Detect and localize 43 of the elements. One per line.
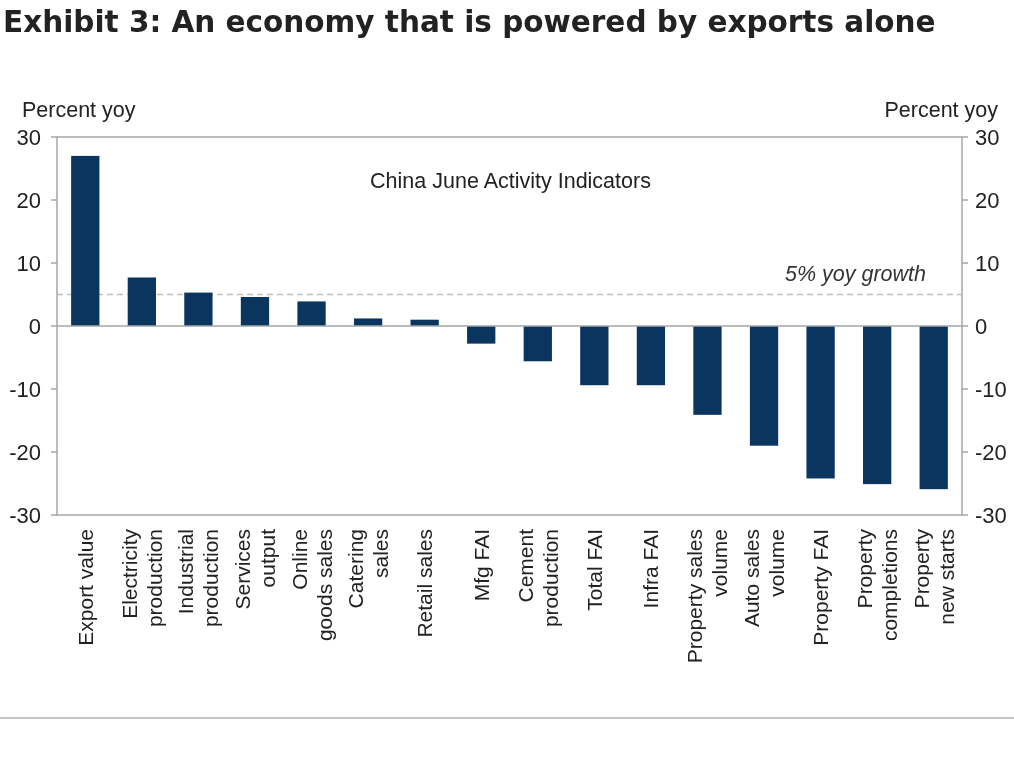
bar: [919, 326, 948, 490]
bar: [353, 318, 383, 326]
bar: [749, 326, 779, 446]
text: China June Activity Indicators: [370, 169, 651, 193]
y-tick-label: 30: [16, 124, 41, 150]
bar: [693, 326, 722, 415]
y-tick-label: -20: [9, 439, 41, 465]
bar: [636, 326, 666, 386]
bar: [467, 326, 496, 344]
y2-tick-label: 10: [975, 250, 1000, 276]
y-tick-label: -30: [9, 502, 41, 528]
bar: [127, 277, 156, 326]
bar: [863, 326, 892, 485]
bar: [523, 326, 552, 362]
bar: [806, 326, 835, 479]
x-tick-label: Retail sales: [413, 529, 437, 638]
y-axis-title: Percent yoy: [22, 98, 136, 122]
ref-line-label: 5% yoy growth: [784, 261, 926, 286]
y2-axis-title: Percent yoy: [884, 98, 999, 122]
y-tick-label: 0: [28, 313, 41, 339]
x-tick-label: Total FAI: [582, 529, 606, 611]
x-tick-label: Property sales volume: [683, 529, 732, 664]
chart-title: Exhibit 3: An economy that is powered by exports alone: [3, 5, 936, 39]
y-tick-label: 20: [16, 187, 41, 213]
y2-tick-label: 20: [975, 187, 1000, 213]
y2-tick-label: 30: [975, 124, 1000, 150]
y2-tick-label: 0: [975, 313, 988, 339]
y2-tick-label: -10: [975, 376, 1007, 402]
x-tick-label: Export value: [73, 529, 97, 646]
bar: [297, 301, 326, 326]
bar: [71, 155, 100, 326]
bar: [240, 297, 270, 326]
x-tick-label: Electricity production: [117, 528, 166, 628]
bar: [184, 292, 213, 326]
y-tick-label: 10: [16, 250, 41, 276]
bar: [580, 326, 609, 386]
y2-tick-label: -30: [975, 502, 1007, 528]
x-tick-label: Mfg FAI: [469, 529, 493, 602]
y2-tick-label: -20: [975, 439, 1007, 465]
x-tick-label: Cement production: [513, 528, 562, 628]
x-tick-label: Infra FAI: [639, 529, 663, 609]
y-tick-label: -10: [9, 376, 41, 402]
x-tick-label: Property FAI: [809, 529, 833, 646]
